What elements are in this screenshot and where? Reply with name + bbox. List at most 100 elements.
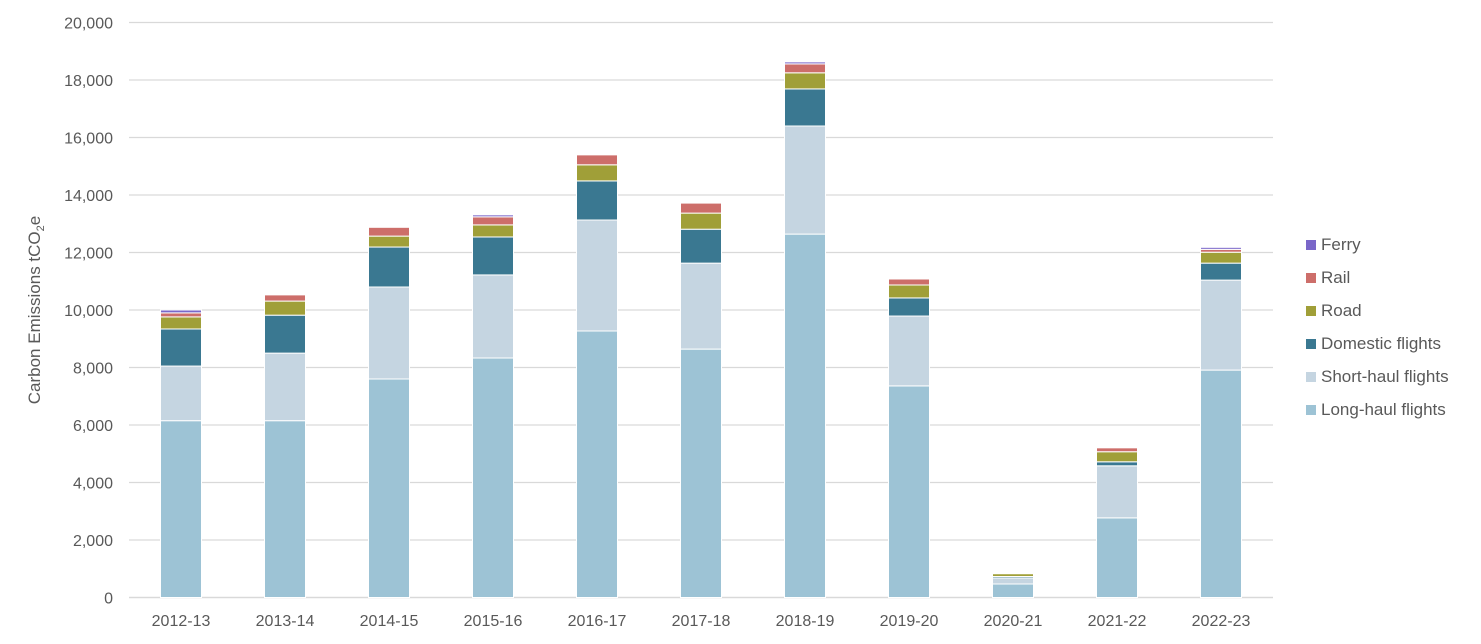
legend-label: Rail: [1321, 267, 1351, 287]
legend-item-domestic-flights: Domestic flights: [1306, 327, 1449, 360]
bar-segment: [888, 278, 930, 286]
legend-label: Short-haul flights: [1321, 366, 1449, 386]
bar-segment: [888, 385, 930, 598]
bar-segment: [784, 125, 826, 235]
bar-segment: [784, 72, 826, 90]
bar-segment: [680, 228, 722, 264]
bar-segment: [1096, 465, 1138, 519]
y-tick-label: 6,000: [73, 418, 113, 435]
bar-segment: [264, 300, 306, 316]
legend-label: Ferry: [1321, 234, 1361, 254]
bar-segment: [888, 315, 930, 387]
bar-segment: [784, 63, 826, 74]
legend-item-rail: Rail: [1306, 261, 1449, 294]
bar-segment: [576, 154, 618, 166]
y-axis-label: Carbon Emissions tCO2e: [24, 215, 48, 405]
bar-segment: [888, 284, 930, 299]
road-swatch-icon: [1306, 305, 1316, 316]
short-haul-flights-swatch-icon: [1306, 371, 1316, 382]
bar-segment: [264, 314, 306, 354]
legend-item-long-haul-flights: Long-haul flights: [1306, 393, 1449, 426]
bar-segment: [1096, 517, 1138, 598]
bar-stack: [1096, 446, 1138, 598]
bar-segment: [784, 88, 826, 127]
bar-segment: [576, 180, 618, 221]
y-tick-label: 14,000: [64, 188, 113, 205]
bar-segment: [264, 420, 306, 598]
bar-segment: [1096, 447, 1138, 453]
y-tick-label: 4,000: [73, 476, 113, 493]
bar-segment: [368, 246, 410, 288]
bars: [160, 61, 1242, 599]
legend-item-ferry: Ferry: [1306, 228, 1449, 261]
y-tick-label: 12,000: [64, 246, 113, 263]
bar-stack: [472, 214, 514, 599]
bar-segment: [472, 357, 514, 599]
bar-segment: [368, 286, 410, 380]
x-tick-label: 2022-23: [1192, 613, 1251, 630]
bar-segment: [472, 224, 514, 238]
domestic-flights-swatch-icon: [1306, 338, 1316, 349]
bar-segment: [992, 577, 1034, 585]
y-tick-label: 0: [104, 591, 113, 608]
y-tick-label: 10,000: [64, 303, 113, 320]
bar-segment: [576, 164, 618, 182]
bar-stack: [680, 202, 722, 598]
x-tick-label: 2014-15: [360, 613, 419, 630]
y-tick-label: 20,000: [64, 16, 113, 33]
x-tick-label: 2018-19: [776, 613, 835, 630]
legend-label: Long-haul flights: [1321, 399, 1446, 419]
bar-segment: [368, 235, 410, 248]
long-haul-flights-swatch-icon: [1306, 404, 1316, 415]
bar-segment: [1200, 251, 1242, 264]
legend: Ferry Rail Road Domestic flights Short-h…: [1306, 228, 1449, 426]
bar-segment: [160, 312, 202, 318]
bar-segment: [472, 274, 514, 359]
bar-stack: [576, 153, 618, 598]
bar-segment: [1200, 279, 1242, 371]
x-tick-label: 2017-18: [672, 613, 731, 630]
bar-stack: [992, 572, 1034, 598]
legend-label: Road: [1321, 300, 1362, 320]
bar-segment: [368, 226, 410, 237]
bar-segment: [160, 420, 202, 598]
bar-segment: [160, 365, 202, 422]
x-tick-label: 2019-20: [880, 613, 939, 630]
bar-segment: [160, 328, 202, 367]
bar-segment: [1096, 461, 1138, 467]
bar-segment: [368, 378, 410, 598]
bar-stack: [1200, 246, 1242, 598]
legend-item-short-haul-flights: Short-haul flights: [1306, 360, 1449, 393]
bar-segment: [992, 583, 1034, 598]
ferry-swatch-icon: [1306, 239, 1316, 250]
y-tick-label: 8,000: [73, 361, 113, 378]
x-axis-ticks: 2012-13 2013-14 2014-15 2015-16 2016-17 2017-…: [152, 613, 1251, 630]
y-tick-label: 2,000: [73, 533, 113, 550]
x-tick-label: 2015-16: [464, 613, 523, 630]
bar-segment: [1096, 446, 1138, 449]
bar-stack: [160, 309, 202, 598]
bar-stack: [784, 61, 826, 598]
bar-stack: [368, 226, 410, 598]
bar-segment: [888, 297, 930, 317]
bar-segment: [264, 293, 306, 296]
y-tick-label: 18,000: [64, 73, 113, 90]
bar-segment: [160, 316, 202, 330]
x-tick-label: 2021-22: [1088, 613, 1147, 630]
bar-segment: [1200, 369, 1242, 598]
bar-stack: [888, 278, 930, 598]
x-tick-label: 2013-14: [256, 613, 315, 630]
bar-segment: [680, 262, 722, 350]
bar-segment: [1200, 262, 1242, 281]
bar-segment: [576, 153, 618, 156]
bar-segment: [472, 216, 514, 226]
bar-segment: [680, 348, 722, 598]
bar-segment: [264, 352, 306, 422]
bar-segment: [472, 214, 514, 218]
bar-stack: [264, 293, 306, 598]
bar-segment: [784, 233, 826, 598]
bar-segment: [680, 212, 722, 230]
x-tick-label: 2012-13: [152, 613, 211, 630]
bar-segment: [472, 236, 514, 276]
